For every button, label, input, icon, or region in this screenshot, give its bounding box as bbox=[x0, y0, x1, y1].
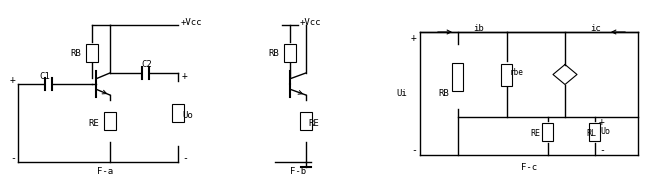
Bar bbox=[86, 44, 98, 62]
Text: RE: RE bbox=[88, 119, 99, 128]
Text: +: + bbox=[10, 75, 16, 85]
Text: Uo: Uo bbox=[600, 127, 610, 136]
Text: -: - bbox=[10, 153, 16, 163]
Text: RL: RL bbox=[586, 129, 596, 138]
Text: RB: RB bbox=[70, 48, 81, 57]
Text: +: + bbox=[599, 117, 605, 127]
Text: -: - bbox=[599, 145, 605, 155]
Text: Ui: Ui bbox=[396, 89, 407, 98]
Text: -: - bbox=[411, 145, 417, 155]
Bar bbox=[590, 123, 601, 141]
Text: ic: ic bbox=[590, 24, 601, 33]
Text: Uo: Uo bbox=[182, 111, 193, 120]
Text: F-a: F-a bbox=[97, 168, 113, 177]
Bar bbox=[452, 62, 463, 91]
Text: +: + bbox=[411, 33, 417, 43]
Text: +Vcc: +Vcc bbox=[300, 17, 322, 26]
Text: C2: C2 bbox=[141, 60, 152, 69]
Text: rbe: rbe bbox=[510, 68, 524, 77]
Bar bbox=[501, 64, 512, 86]
Text: F-c: F-c bbox=[521, 163, 537, 172]
Bar bbox=[543, 123, 554, 141]
Bar bbox=[300, 112, 312, 130]
Text: RB: RB bbox=[268, 48, 279, 57]
Text: +Vcc: +Vcc bbox=[181, 17, 202, 26]
Bar bbox=[172, 104, 184, 122]
Bar bbox=[284, 44, 296, 62]
Text: +: + bbox=[182, 71, 188, 81]
Text: F-b: F-b bbox=[290, 168, 306, 177]
Text: -: - bbox=[182, 153, 188, 163]
Bar bbox=[104, 112, 116, 130]
Text: RB: RB bbox=[438, 89, 449, 98]
Text: RE: RE bbox=[530, 129, 540, 138]
Text: ib: ib bbox=[474, 24, 484, 33]
Text: C1: C1 bbox=[39, 71, 50, 80]
Text: RE: RE bbox=[308, 119, 318, 128]
